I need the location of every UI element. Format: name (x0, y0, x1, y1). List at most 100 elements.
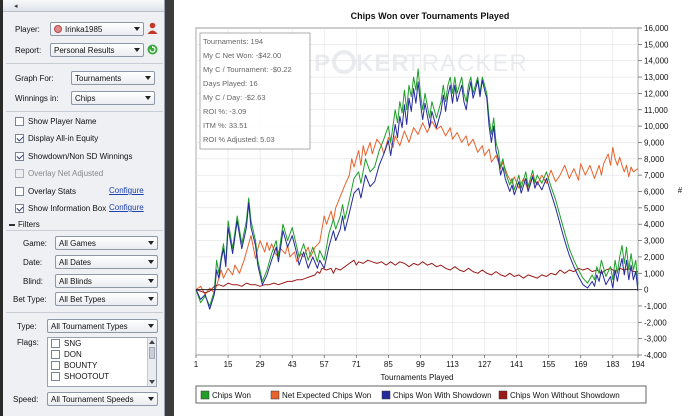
chevron-down-icon (134, 48, 140, 52)
x-tick-label: 155 (542, 360, 556, 369)
x-tick-label: 29 (256, 360, 265, 369)
game-select[interactable]: All Games (55, 236, 158, 250)
blind-select[interactable]: All Blinds (55, 274, 158, 288)
checkbox-checked-icon[interactable] (15, 203, 24, 213)
checkbox-unchecked-icon[interactable] (15, 186, 24, 196)
graph-for-value: Tournaments (75, 73, 122, 83)
player-avatar-icon (54, 25, 62, 33)
legend-label: Net Expected Chips Won (282, 391, 371, 400)
watermark-text-2: KER (356, 50, 410, 77)
flags-list[interactable]: SNG DON BOUNTY SHOOTOUT (47, 337, 157, 387)
speed-value: All Tournament Speeds (51, 394, 134, 404)
type-row: Type: (17, 319, 37, 333)
flags-scrollbar[interactable] (147, 338, 156, 386)
y-tick-label: 6,000 (644, 188, 665, 197)
checkbox-label: Display All-in Equity (28, 133, 99, 143)
chips-won-line (195, 68, 639, 307)
chevron-down-icon (148, 397, 154, 401)
showdown-non-sd-checkbox[interactable]: Showdown/Non SD Winnings (15, 149, 133, 163)
game-label: Game: (23, 238, 48, 248)
blind-label: Blind: (23, 276, 44, 286)
checkbox-disabled-icon (15, 168, 24, 178)
y-tick-label: -2,000 (644, 318, 667, 327)
checkbox-unchecked-icon[interactable] (51, 350, 60, 359)
scroll-thumb[interactable] (149, 347, 155, 359)
graph-for-label: Graph For: (15, 73, 54, 83)
sidebar-header: ◂ (3, 0, 164, 12)
y-tick-label: 4,000 (644, 220, 665, 229)
speed-label: Speed: (13, 394, 39, 404)
checkbox-unchecked-icon[interactable] (51, 361, 60, 370)
checkbox-label: Show Information Box (28, 203, 107, 213)
flag-item-bounty[interactable]: BOUNTY (48, 360, 156, 371)
speed-select[interactable]: All Tournament Speeds (47, 392, 158, 406)
y-tick-label: -4,000 (644, 351, 667, 360)
graph-for-select[interactable]: Tournaments (71, 71, 155, 85)
checkbox-unchecked-icon[interactable] (51, 339, 60, 348)
x-tick-label: 183 (606, 360, 620, 369)
collapse-left-icon[interactable]: ◂ (14, 3, 18, 10)
date-select[interactable]: All Dates (55, 255, 158, 269)
legend-label: Chips Won With Showdown (393, 391, 492, 400)
x-tick-label: 57 (320, 360, 329, 369)
chevron-down-icon (134, 27, 140, 31)
player-label: Player: (15, 24, 40, 34)
collapse-minus-icon[interactable] (9, 222, 15, 228)
filters-label: Filters (18, 220, 40, 229)
x-tick-label: 113 (446, 360, 459, 369)
scroll-up-icon[interactable] (149, 340, 155, 344)
axes: 16,00015,00014,00013,00012,00011,00010,0… (194, 24, 669, 369)
x-tick-label: 169 (574, 360, 588, 369)
flag-item-sng[interactable]: SNG (48, 338, 156, 349)
blind-row: Blind: (23, 274, 43, 288)
flag-item-shootout[interactable]: SHOOTOUT (48, 371, 156, 382)
configure-overlay-link[interactable]: Configure (109, 186, 144, 195)
graph-for-row: Graph For: (15, 71, 54, 85)
report-value: Personal Results (54, 45, 115, 55)
refresh-icon[interactable] (147, 44, 158, 55)
bet-type-select[interactable]: All Bet Types (55, 292, 158, 306)
chart-legend: Chips Won Net Expected Chips Won Chips Won… (200, 390, 620, 400)
winnings-in-select[interactable]: Chips (71, 91, 155, 105)
y-tick-label: -1,000 (644, 302, 667, 311)
y-tick-label: 3,000 (644, 237, 665, 246)
x-tick-label: 194 (631, 360, 645, 369)
net-expected-line (195, 120, 639, 295)
legend-swatch (381, 390, 391, 400)
x-axis-label: Tournaments Played (381, 373, 454, 382)
player-row: Player: (15, 22, 40, 36)
checkbox-checked-icon[interactable] (15, 133, 24, 143)
player-select[interactable]: Irinka1985 (50, 22, 144, 36)
player-profile-icon[interactable] (147, 22, 158, 34)
with-showdown-line (195, 79, 639, 310)
report-select[interactable]: Personal Results (50, 43, 144, 57)
tournament-type-select[interactable]: All Tournament Types (47, 319, 158, 333)
type-label: Type: (17, 321, 37, 331)
configure-info-box-link[interactable]: Configure (109, 203, 144, 212)
info-box-line: ROI %: -3.09 (203, 107, 246, 116)
checkbox-checked-icon[interactable] (15, 151, 24, 161)
checkbox-unchecked-icon[interactable] (15, 116, 24, 126)
chart-title: Chips Won over Tournaments Played (351, 11, 510, 21)
flag-item-don[interactable]: DON (48, 349, 156, 360)
chevron-down-icon (145, 76, 151, 80)
checkbox-unchecked-icon[interactable] (51, 372, 60, 381)
display-all-in-equity-checkbox[interactable]: Display All-in Equity (15, 131, 98, 145)
information-box[interactable]: Tournaments: 194 My C Net Won: -$42.00 My … (199, 32, 311, 150)
x-tick-label: 141 (510, 360, 524, 369)
bet-type-value: All Bet Types (59, 294, 106, 304)
panel-splitter[interactable] (165, 0, 174, 416)
filters-section-header[interactable]: Filters (6, 219, 163, 230)
y-tick-label: 16,000 (644, 24, 669, 33)
y-axis-label: # (678, 186, 683, 195)
scroll-down-icon[interactable] (149, 380, 155, 384)
y-tick-label: 14,000 (644, 57, 669, 66)
without-showdown-line (195, 259, 638, 294)
show-information-box-checkbox[interactable]: Show Information Box (15, 201, 106, 215)
legend-label: Chips Won Without Showdown (510, 391, 620, 400)
show-player-name-checkbox[interactable]: Show Player Name (15, 114, 96, 128)
winnings-in-row: Winnings in: (15, 91, 59, 105)
overlay-stats-checkbox[interactable]: Overlay Stats (15, 184, 76, 198)
info-box-line: ROI % Adjusted: 5.03 (203, 135, 275, 144)
series-lines (195, 68, 639, 310)
